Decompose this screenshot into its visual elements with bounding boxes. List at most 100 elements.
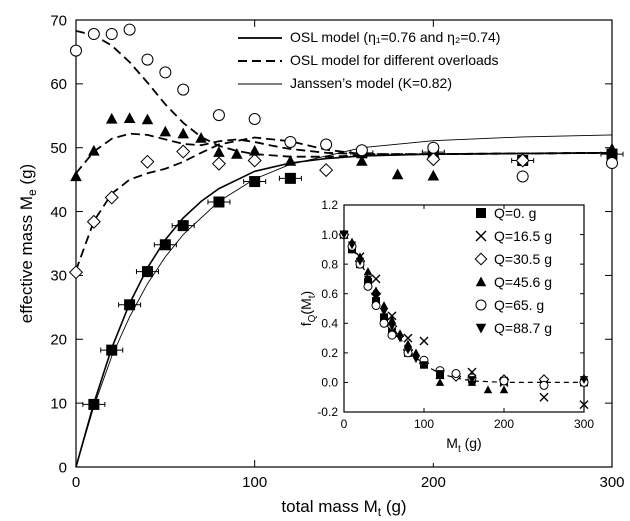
- inset-point-q-16-5-g: [387, 311, 397, 321]
- main-point-q-45-6-g: [88, 144, 100, 156]
- inset-point-q-88-7-g: [395, 334, 405, 343]
- inset-point-q-45-6-g: [483, 385, 493, 394]
- main-y-tick-label: 70: [50, 12, 67, 29]
- main-point-q-45-6-g: [284, 155, 297, 166]
- inset-x-tick-label: 300: [574, 417, 594, 431]
- inset-y-tick-label: 0.6: [321, 287, 338, 301]
- main-point-q-65-g: [516, 170, 529, 183]
- inset-point-q-65-g: [539, 380, 549, 390]
- main-point-q-30-5-g: [104, 190, 119, 205]
- inset-point-q-16-5-g: [371, 274, 381, 284]
- inset-point-q-88-7-g: [339, 231, 349, 239]
- inset-point-q-65-g: [363, 281, 373, 291]
- main-y-tick-label: 40: [50, 204, 67, 221]
- legend-label: Janssen’s model (K=0.82): [290, 75, 452, 91]
- inset-point-q-65-g: [451, 369, 461, 379]
- legend-label: OSL model for different overloads: [290, 52, 499, 68]
- main-y-tick-label: 50: [50, 140, 67, 157]
- inset-legend-marker: [476, 208, 486, 218]
- main-point-q-65-g: [87, 28, 100, 41]
- main-x-axis-title: total mass Mt (g): [281, 497, 406, 519]
- inset-point-q-45-6-g: [435, 378, 445, 386]
- inset-point-q-88-7-g: [403, 346, 413, 355]
- main-point-q-30-5-g: [515, 153, 530, 168]
- inset-point-q-88-7-g: [419, 361, 429, 370]
- main-point-q-65-g: [212, 109, 225, 122]
- inset-point-q-65-g: [371, 301, 381, 311]
- main-curve-osl-overload-65: [75, 30, 613, 158]
- main-x-tick-label: 100: [242, 474, 267, 491]
- main-point-q-45-6-g: [70, 170, 82, 182]
- main-point-q-65-g: [320, 138, 333, 151]
- main-x-tick-label: 0: [72, 474, 80, 491]
- inset-point-q-88-7-g: [435, 370, 445, 378]
- main-point-q-45-6-g: [105, 112, 118, 124]
- inset-point-q-16-5-g-stroke-b: [539, 392, 549, 402]
- inset-legend-label: Q=0. g: [494, 205, 536, 221]
- main-point-q-65-g: [248, 112, 261, 125]
- inset-point-q-65-g: [387, 330, 397, 340]
- main-point-q-30-5-g: [140, 154, 155, 169]
- inset-legend-label: Q=30.5 g: [494, 251, 552, 267]
- inset-y-tick-label: -0.2: [317, 405, 338, 419]
- main-curve-osl-overload-45.6: [75, 132, 613, 174]
- inset-x-axis-title: Mt (g): [446, 435, 481, 455]
- inset-y-tick-label: 0.2: [321, 346, 338, 360]
- main-y-tick-label: 0: [59, 459, 67, 476]
- inset-point-q-88-7-g: [347, 241, 357, 250]
- inset-point-q-0-g: [380, 313, 388, 322]
- inset-point-q-45-6-g: [387, 315, 397, 324]
- main-point-q-45-6-g: [123, 112, 136, 124]
- main-chart: 0 100 200 300 0 10 20 30 40 50 60 70 total mass Mt (…: [17, 12, 625, 519]
- main-point-q-45-6-g: [248, 144, 261, 156]
- main-point-q-45-6-g: [177, 127, 189, 139]
- main-point-q-45-6-g: [606, 142, 618, 154]
- main-point-q-0-g: [284, 172, 296, 184]
- inset-point-q-88-7-g: [379, 308, 389, 316]
- main-point-q-45-6-g: [213, 146, 225, 157]
- inset-legend-label: Q=16.5 g: [494, 228, 552, 244]
- main-point-q-0-g: [141, 266, 153, 278]
- inset-legend-label: Q=65. g: [494, 297, 544, 313]
- main-point-q-0-g: [159, 239, 171, 251]
- main-point-q-45-6-g: [141, 113, 154, 125]
- main-point-q-45-6-g: [356, 155, 368, 166]
- inset-point-q-88-7-g: [371, 293, 381, 302]
- inset-point-q-45-6-g: [379, 301, 389, 309]
- inset-point-q-88-7-g: [579, 376, 589, 384]
- inset-legend-marker: [475, 299, 487, 311]
- inset-y-tick-label: 0.0: [321, 376, 338, 390]
- main-point-q-30-5-g: [176, 144, 191, 159]
- inset-y-axis-title: fQ(Mt): [298, 291, 318, 326]
- main-point-q-45-6-g: [391, 168, 404, 180]
- inset-legend-marker: [475, 276, 487, 287]
- main-point-q-30-5-g: [68, 265, 84, 280]
- inset-y-tick-label: 0.8: [321, 257, 338, 271]
- main-point-q-30-5-g: [211, 156, 226, 171]
- inset-point-q-16-5-g: [539, 392, 549, 402]
- main-y-tick-label: 60: [50, 76, 67, 93]
- main-point-q-65-g: [70, 44, 82, 57]
- main-point-q-0-g: [88, 398, 100, 410]
- main-point-q-65-g: [355, 144, 368, 157]
- inset-y-tick-label: 1.0: [321, 228, 338, 242]
- inset-legend-marker: [475, 323, 487, 334]
- inset-point-q-45-6-g: [403, 339, 413, 348]
- inset-point-q-88-7-g: [355, 257, 365, 266]
- inset-point-q-45-6-g: [371, 286, 381, 295]
- inset-point-q-16-5-g-stroke-b: [419, 336, 429, 346]
- main-y-tick-label: 30: [50, 268, 67, 285]
- main-point-q-65-g: [177, 83, 190, 96]
- main-x-tick-label: 200: [421, 474, 446, 491]
- main-point-q-65-g: [427, 141, 440, 154]
- inset-point-q-16-5-g: [419, 336, 429, 346]
- inset-point-q-16-5-g-stroke-b: [579, 400, 589, 410]
- inset-x-tick-label: 100: [414, 417, 434, 431]
- main-point-q-0-g: [106, 344, 118, 356]
- inset-legend-marker: [475, 230, 487, 242]
- main-x-tick-label: 300: [599, 474, 624, 491]
- main-point-q-65-g: [284, 135, 297, 148]
- inset-point-q-16-5-g-stroke-b: [403, 333, 413, 343]
- inset-point-q-65-g: [499, 376, 509, 386]
